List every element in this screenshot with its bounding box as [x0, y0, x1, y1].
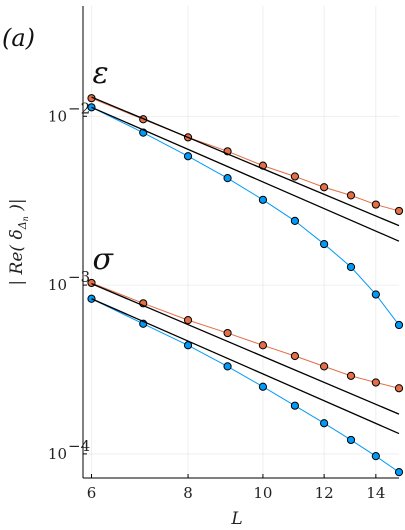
- y-axis-title: | Re( δΔn )|: [7, 198, 30, 285]
- y-tick-exponent: −2: [68, 99, 90, 117]
- y-axis-title-part: Δ: [16, 221, 29, 230]
- data-point: [346, 435, 356, 445]
- data-point: [346, 191, 356, 200]
- reference-line: [91, 298, 400, 435]
- y-tick-label: 10: [48, 276, 67, 294]
- series-line: [91, 282, 400, 389]
- data-point: [258, 195, 268, 204]
- reference-line: [91, 283, 400, 415]
- x-axis-title: L: [230, 509, 242, 529]
- y-tick-exponent: −3: [68, 268, 90, 286]
- data-point: [290, 216, 300, 226]
- series-line: [91, 298, 400, 473]
- data-point: [183, 316, 193, 325]
- x-tick-label: 10: [253, 484, 272, 502]
- data-point: [346, 371, 356, 380]
- y-axis-title-part: )|: [7, 198, 27, 216]
- data-point: [346, 262, 356, 272]
- data-point: [290, 401, 300, 410]
- data-point: [394, 384, 404, 393]
- x-tick-label: 14: [366, 484, 385, 502]
- series-layer: [87, 94, 404, 477]
- x-tick-label: 8: [183, 484, 193, 502]
- data-point: [371, 290, 380, 299]
- data-point: [290, 172, 300, 181]
- data-point: [320, 183, 329, 192]
- data-point: [290, 351, 300, 361]
- data-point: [320, 419, 329, 428]
- y-tick-exponent: −4: [68, 437, 90, 455]
- data-point: [371, 200, 380, 209]
- data-point: [183, 152, 193, 161]
- x-tick-label: 12: [315, 484, 334, 502]
- data-point: [320, 239, 329, 249]
- series-line: [91, 106, 400, 326]
- data-point: [223, 174, 232, 183]
- data-point: [371, 378, 380, 387]
- data-point: [320, 362, 329, 371]
- data-point: [223, 328, 232, 338]
- y-axis-title-part: | Re(: [7, 240, 27, 286]
- y-tick-label: 10: [48, 445, 67, 463]
- group-label: ε: [92, 56, 108, 91]
- data-point: [394, 468, 404, 477]
- panel-label: (a): [2, 24, 35, 52]
- y-axis-title-part: n: [21, 216, 30, 221]
- data-point: [87, 278, 96, 288]
- data-point: [394, 320, 404, 330]
- grid-layer: [83, 6, 399, 478]
- reference-line: [91, 106, 400, 242]
- data-point: [258, 382, 268, 391]
- x-tick-label: 6: [87, 484, 97, 502]
- data-point: [371, 452, 380, 461]
- group-label: σ: [92, 242, 114, 277]
- y-axis-title-part: δ: [7, 229, 27, 239]
- reference-line: [91, 96, 400, 227]
- data-point: [394, 206, 404, 216]
- labels-layer: ε σ (a) L | Re( δΔn )|: [2, 24, 243, 529]
- data-point: [258, 341, 268, 350]
- y-tick-label: 10: [48, 107, 67, 125]
- data-point: [223, 362, 232, 371]
